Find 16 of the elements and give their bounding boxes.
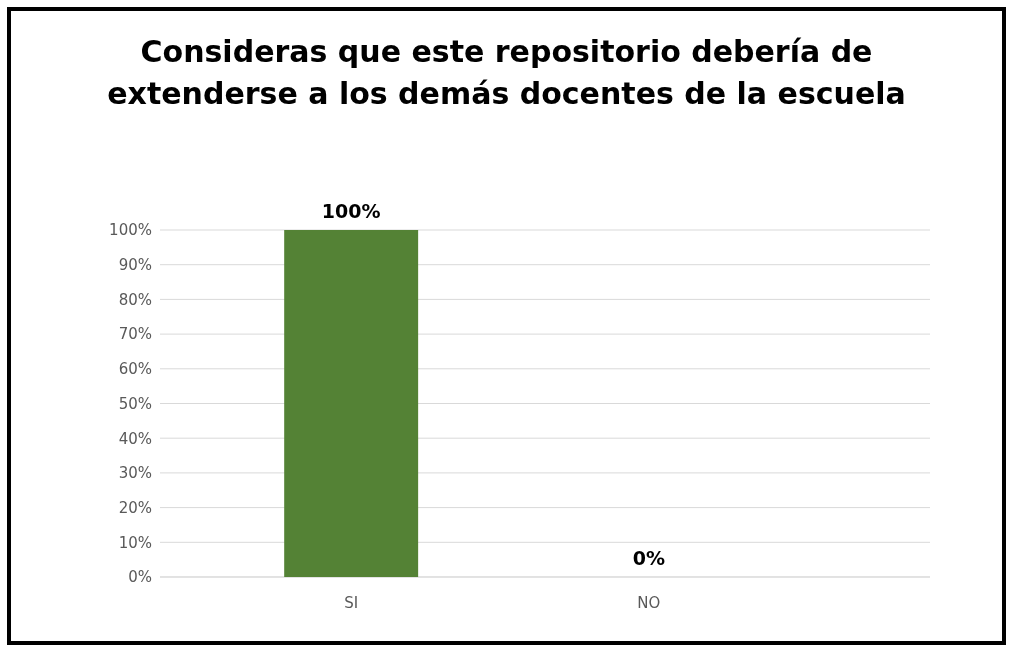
y-tick-label: 80% — [118, 290, 152, 309]
y-tick-label: 90% — [118, 256, 152, 274]
y-tick-label: 60% — [118, 360, 152, 379]
data-label: 100% — [321, 200, 381, 222]
y-tick-label: 0% — [128, 568, 152, 587]
y-tick-label: 20% — [118, 498, 152, 517]
y-tick-label: 50% — [118, 394, 152, 413]
y-tick-label: 30% — [118, 464, 152, 483]
y-tick-label: 10% — [118, 533, 152, 552]
y-tick-label: 70% — [118, 325, 152, 344]
y-tick-label: 40% — [118, 429, 152, 448]
x-tick-label: NO — [637, 593, 661, 612]
data-label: 0% — [632, 547, 665, 569]
y-tick-label: 100% — [109, 221, 152, 240]
x-tick-label: SI — [344, 593, 359, 612]
chart-title: Consideras que este repositorio debería de extenderse a los demás docentes de la escuela — [107, 34, 906, 111]
